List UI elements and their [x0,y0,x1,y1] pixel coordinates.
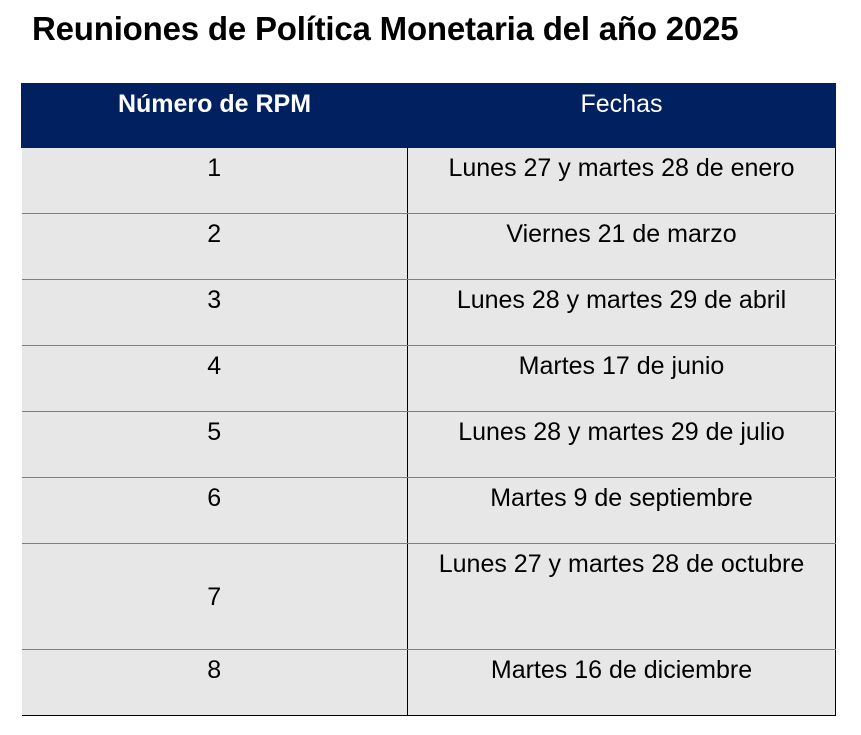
table-row: 1 Lunes 27 y martes 28 de enero [21,147,836,214]
table-row: 6 Martes 9 de septiembre [21,477,836,544]
meeting-number-cell: 2 [21,213,408,280]
meetings-table: Número de RPM Fechas 1 Lunes 27 y martes… [21,83,836,716]
meeting-date-cell: Martes 9 de septiembre [407,477,836,544]
meeting-date-cell: Lunes 27 y martes 28 de enero [407,147,836,214]
meeting-date-cell: Lunes 28 y martes 29 de julio [407,411,836,478]
meeting-number-cell: 5 [21,411,408,478]
table-row: 4 Martes 17 de junio [21,345,836,412]
meeting-date-cell: Martes 17 de junio [407,345,836,412]
page-title: Reuniones de Política Monetaria del año … [32,10,739,47]
meeting-number-cell: 3 [21,279,408,346]
meeting-number-cell: 7 [21,543,408,650]
meeting-number-cell: 1 [21,147,408,214]
meeting-number-cell: 4 [21,345,408,412]
meeting-date-cell: Lunes 27 y martes 28 de octubre [407,543,836,650]
table-row: 3 Lunes 28 y martes 29 de abril [21,279,836,346]
column-header-dates: Fechas [407,83,836,148]
table-row: 2 Viernes 21 de marzo [21,213,836,280]
column-header-number: Número de RPM [21,83,408,148]
meeting-date-cell: Lunes 28 y martes 29 de abril [407,279,836,346]
meeting-date-cell: Viernes 21 de marzo [407,213,836,280]
meeting-date-cell: Martes 16 de diciembre [407,649,836,716]
table-row: 5 Lunes 28 y martes 29 de julio [21,411,836,478]
table-row: 7 Lunes 27 y martes 28 de octubre [21,543,836,650]
meeting-number-cell: 8 [21,649,408,716]
table-header-row: Número de RPM Fechas [21,83,836,148]
table-row: 8 Martes 16 de diciembre [21,649,836,716]
meeting-number-cell: 6 [21,477,408,544]
